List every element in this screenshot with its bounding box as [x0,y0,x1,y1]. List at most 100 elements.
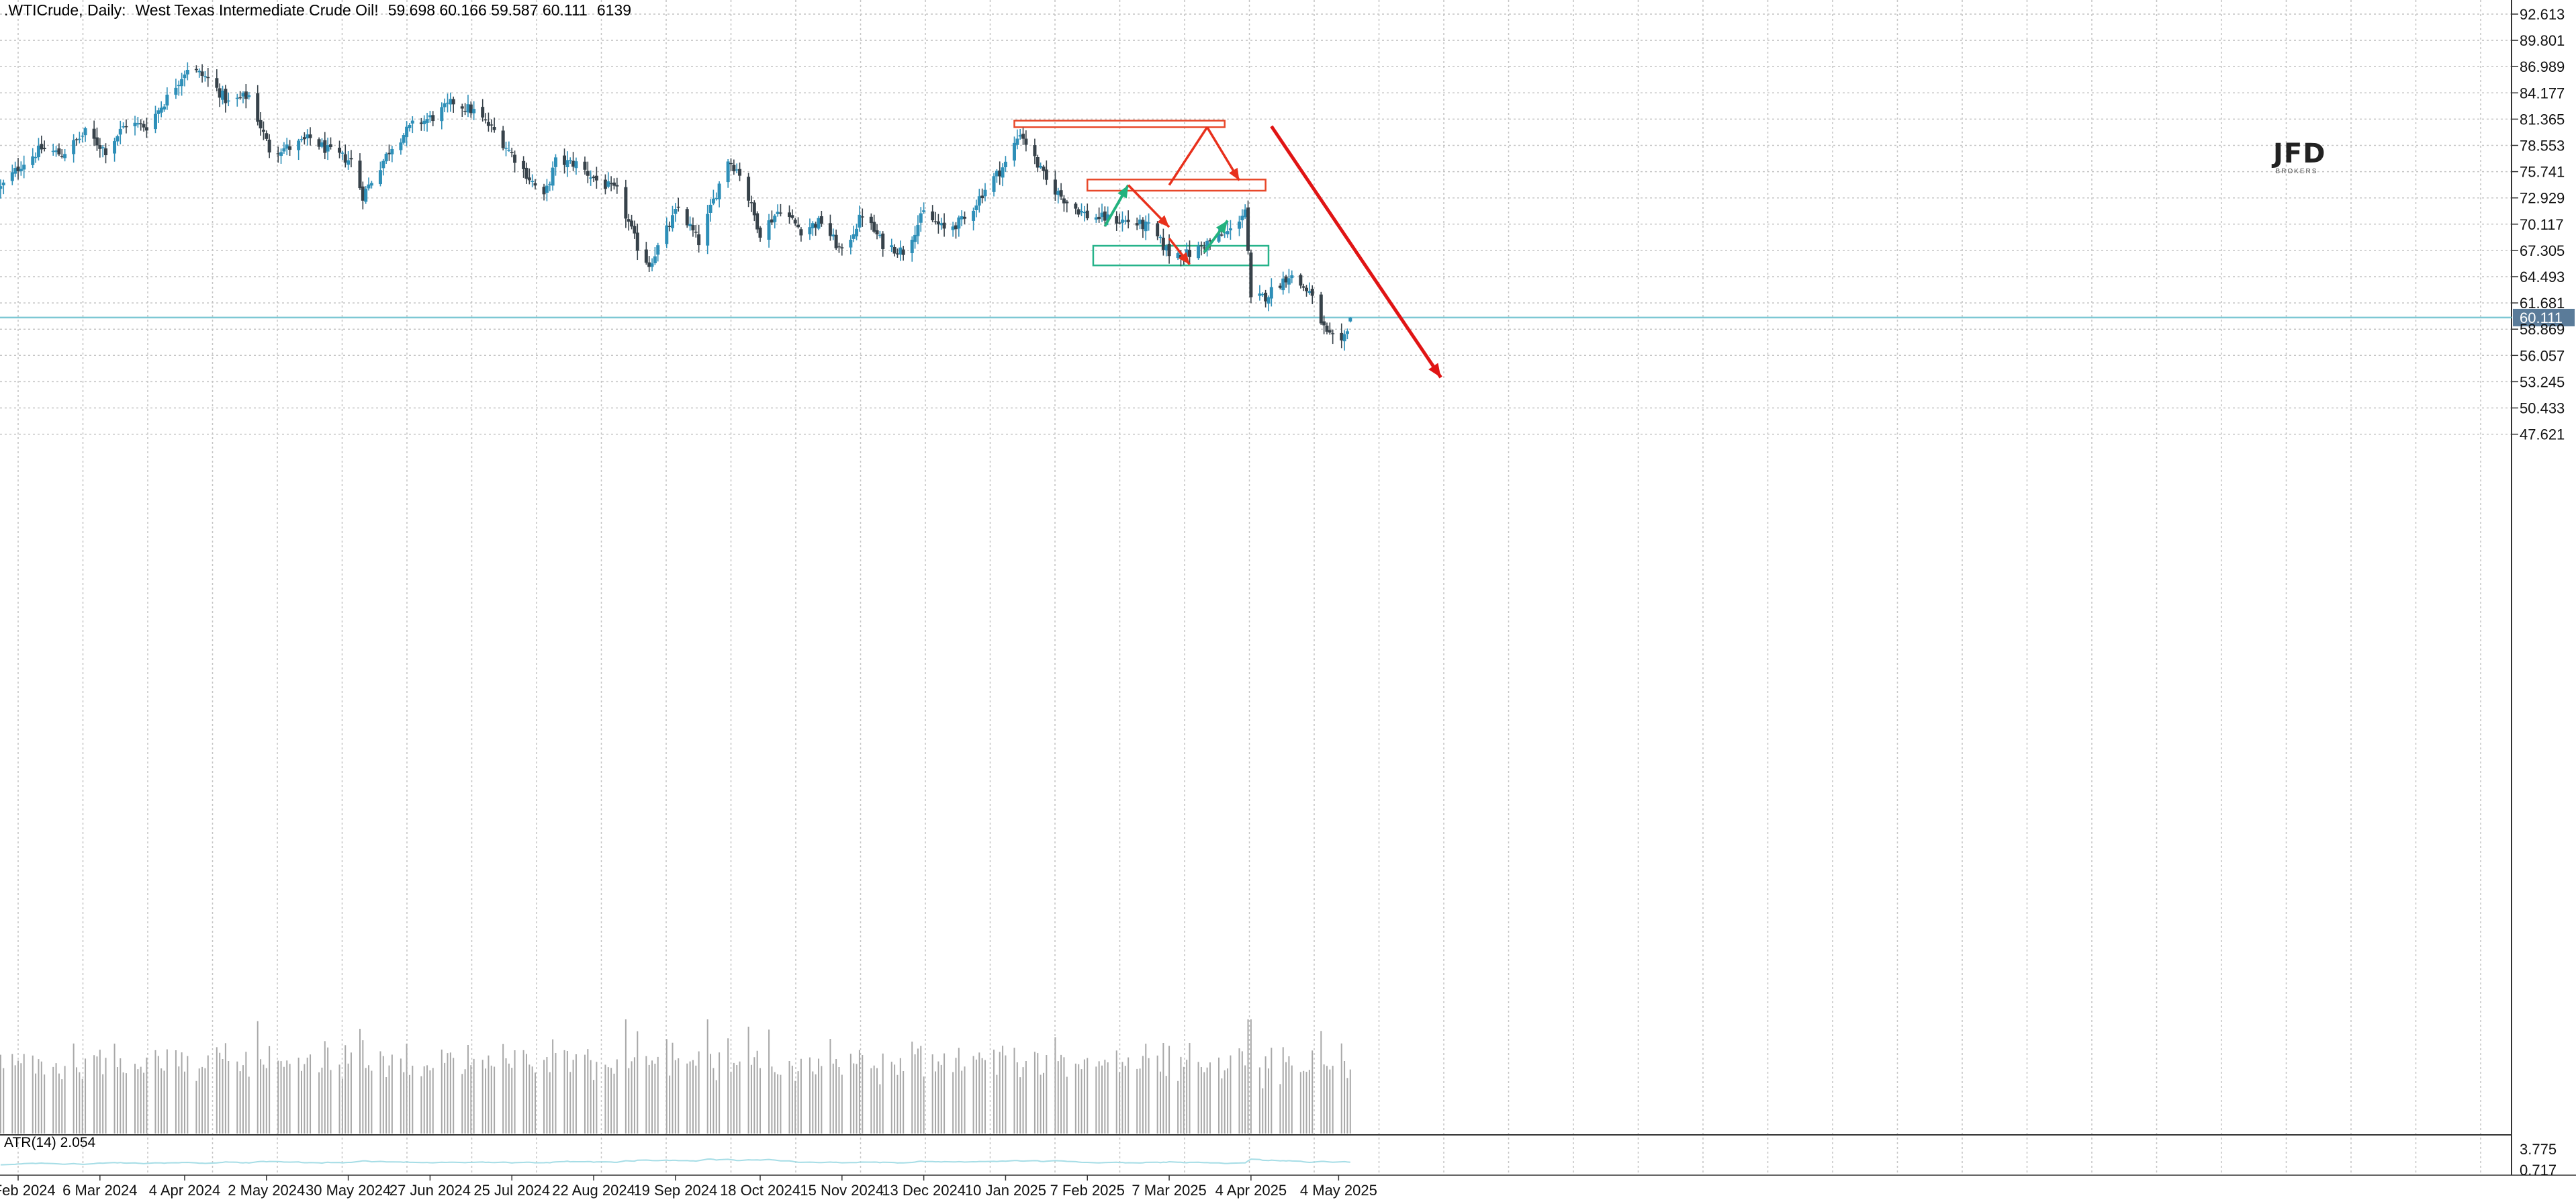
price-tick-label: 81.365 [2520,111,2565,128]
candle-body [1065,201,1069,203]
price-tick-label: 47.621 [2520,426,2565,443]
candle-body [118,128,122,135]
price-tick-label: 67.305 [2520,242,2565,259]
candle-body [726,161,730,183]
candle-body [92,128,96,139]
candle-body [159,107,163,113]
atr-tick-label: 3.775 [2520,1141,2557,1158]
candle-body [256,93,260,122]
candle-body [306,134,310,139]
candle-body [603,179,607,189]
candle-body [676,206,680,208]
price-tick-label: 84.177 [2520,85,2565,101]
candle-body [1340,332,1344,340]
candle-body [1161,237,1165,250]
volume-bars [0,1019,1351,1134]
candlesticks[interactable] [0,62,1352,351]
candle-body [451,99,455,105]
analysis-zones [1013,120,1270,267]
candle-body [738,169,742,176]
volume-value: 6139 [596,1,632,19]
price-tick-label: 58.869 [2520,321,2565,338]
candle-body [16,167,20,171]
candle-body [592,176,596,179]
candle-body [899,247,903,255]
candle-body [858,214,862,228]
candle-body [36,145,40,158]
candle-body [548,183,552,185]
candle-body [481,107,485,118]
date-tick-label: 22 Aug 2024 [552,1182,635,1199]
candle-body [1328,330,1332,333]
candle-body [200,71,204,76]
candle-body [635,232,639,251]
candle-body [343,154,347,163]
date-tick-label: 6 Mar 2024 [62,1182,137,1199]
candle-body [460,106,464,109]
candle-body [1120,219,1124,223]
symbol-label: .WTICrude, Daily: [4,1,126,19]
candle-body [0,186,3,189]
candle-body [279,152,283,156]
candle-body [933,221,937,223]
candle-body [749,202,753,203]
price-tick-label: 89.801 [2520,32,2565,49]
candle-body [735,169,739,171]
candle-body [349,158,353,160]
candle-body [670,215,674,228]
candle-body [913,234,917,242]
price-tick-label: 92.613 [2520,6,2565,23]
candle-body [410,120,414,124]
candle-body [1208,240,1212,242]
date-tick-label: 4 May 2025 [1300,1182,1377,1199]
candle-body [951,226,955,230]
candle-body [568,160,572,161]
candle-body [492,127,496,130]
big-down-arrow-head [1428,363,1441,378]
candle-body [63,154,67,158]
candle-body [1258,293,1262,296]
green-arrow-head [1215,220,1228,234]
candle-body [624,187,628,219]
candle-body [405,126,409,137]
current-price-line: 60.111 [0,308,2575,326]
candle-body [644,249,648,263]
candle-body [1217,233,1221,242]
candle-body [875,230,879,234]
candle-body [347,160,351,165]
candle-body [267,139,271,153]
candle-body [1267,297,1271,304]
candle-body [153,113,157,130]
candle-body [1331,333,1335,334]
date-tick-label: 7 Feb 2025 [1050,1182,1125,1199]
candle-body [574,161,578,169]
candle-body [533,183,537,186]
candle-body [95,137,99,146]
candle-body [828,223,832,236]
candle-body [1249,252,1253,297]
candle-body [542,187,546,195]
candle-body [1290,275,1294,279]
candle-body [1024,138,1028,145]
candle-body [367,184,371,189]
price-tick-label: 86.989 [2520,58,2565,75]
candle-body [1076,209,1080,215]
candle-body [1322,321,1326,326]
candle-body [571,160,576,167]
candle-body [998,170,1002,177]
candle-body [285,144,289,149]
candle-body [708,204,712,213]
candle-body [469,104,473,113]
candle-body [796,224,800,228]
candle-body [57,148,61,154]
candle-body [34,156,38,158]
candle-body [244,91,248,99]
candle-body [402,135,406,143]
candle-body [180,79,184,87]
analysis-arrows [1103,125,1442,379]
candle-body [358,160,362,189]
candle-body [1185,249,1189,257]
candle-body [881,233,885,249]
atr-label: ATR(14) 2.054 [4,1135,96,1150]
candle-body [524,167,528,179]
